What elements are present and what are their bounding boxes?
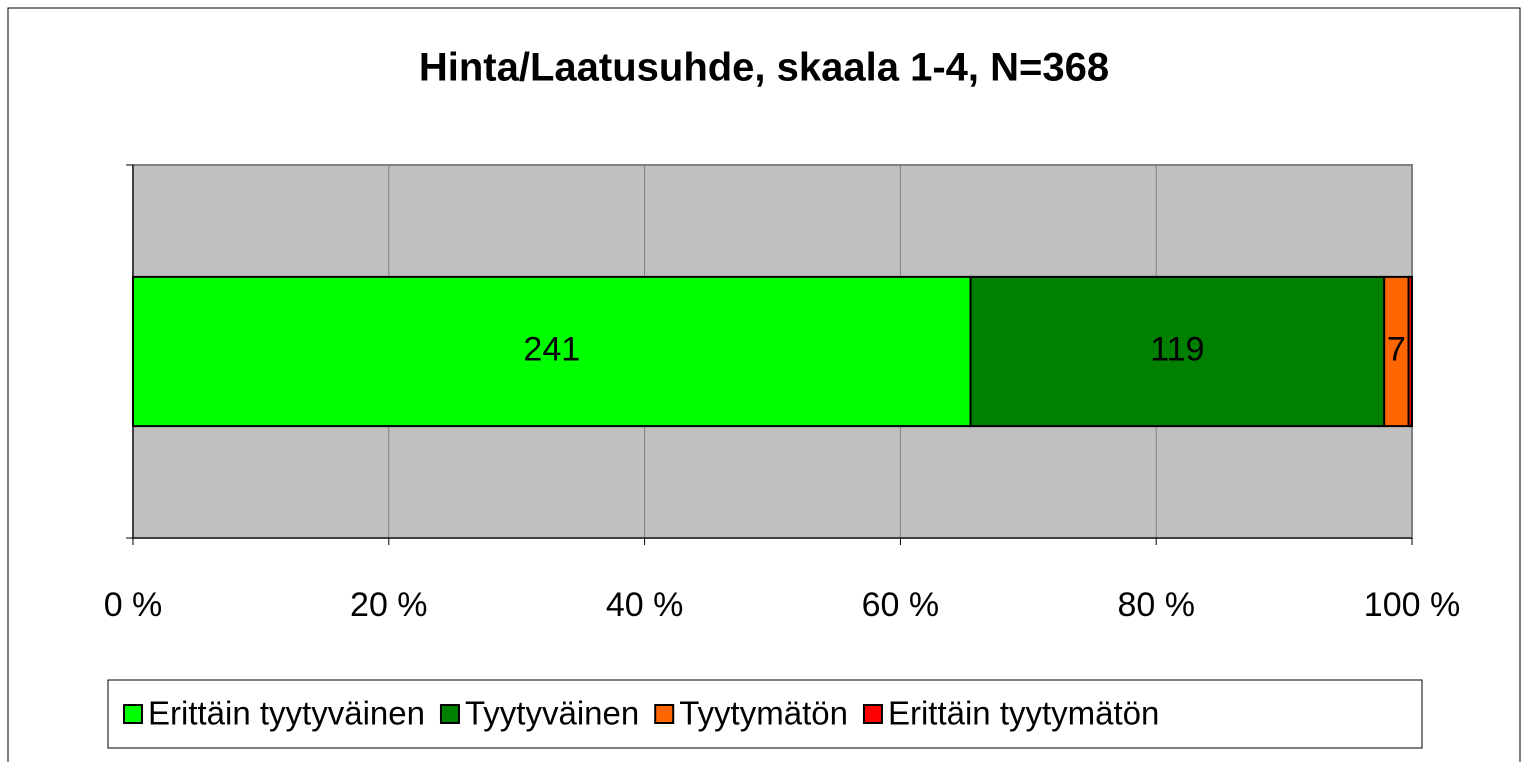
bar-segment: [969, 275, 1386, 428]
legend-label: Erittäin tyytyväinen: [148, 695, 425, 732]
legend-box: [107, 679, 1423, 749]
x-tick-label: 60 %: [862, 586, 940, 624]
legend-label: Tyytyväinen: [465, 695, 639, 732]
legend-swatch: [862, 704, 883, 724]
bar-segment: [132, 275, 972, 428]
x-tick-label: 80 %: [1117, 586, 1195, 624]
data-label: 7: [1387, 330, 1406, 368]
bar-segment: [1407, 275, 1413, 428]
legend-swatch: [654, 704, 675, 724]
legend-label: Tyytymätön: [679, 695, 848, 732]
legend-swatch: [439, 704, 460, 724]
legend-swatch: [123, 704, 143, 724]
x-tick-label: 0 %: [104, 586, 163, 624]
data-label: 119: [1150, 330, 1204, 368]
x-tick-label: 20 %: [350, 586, 428, 624]
x-tick-label: 40 %: [606, 586, 684, 624]
x-tick-label: 100 %: [1364, 586, 1460, 624]
data-label: 241: [523, 330, 580, 368]
chart-frame: [7, 7, 1521, 762]
chart-title: Hinta/Laatusuhde, skaala 1-4, N=368: [419, 46, 1109, 90]
legend-label: Erittäin tyytymätön: [888, 695, 1159, 732]
